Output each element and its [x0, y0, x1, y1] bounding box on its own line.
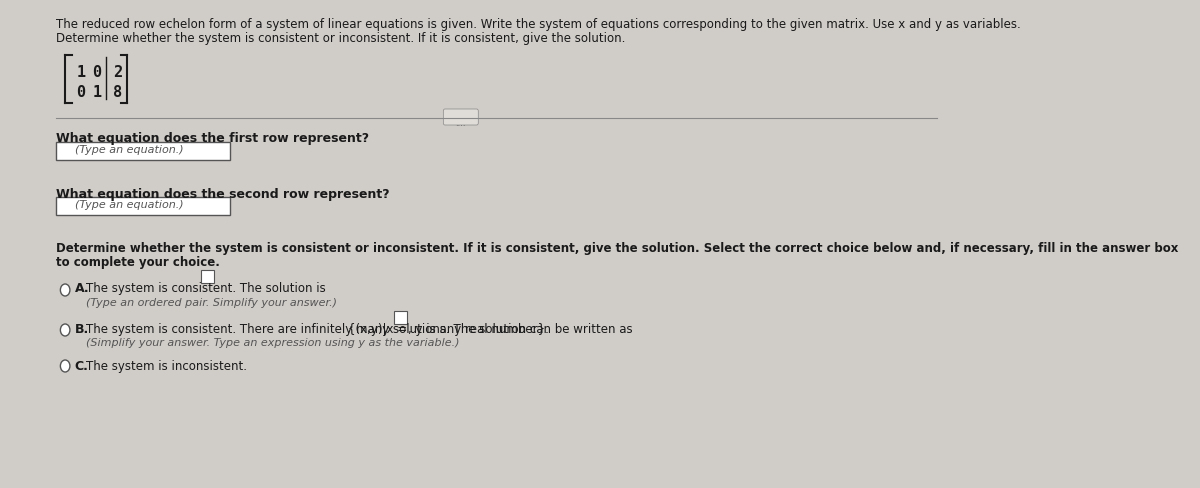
Text: What equation does the second row represent?: What equation does the second row repres…: [55, 188, 389, 201]
Text: (Type an equation.): (Type an equation.): [76, 145, 184, 155]
Text: ....: ....: [456, 119, 466, 128]
Text: (Type an ordered pair. Simplify your answer.): (Type an ordered pair. Simplify your ans…: [86, 298, 337, 308]
Text: The system is consistent. The solution is: The system is consistent. The solution i…: [86, 282, 325, 295]
Text: 0: 0: [92, 65, 101, 80]
Text: to complete your choice.: to complete your choice.: [55, 256, 220, 269]
Circle shape: [60, 324, 70, 336]
FancyBboxPatch shape: [55, 142, 230, 160]
Text: {(x,y)|x =: {(x,y)|x =: [348, 323, 407, 336]
FancyBboxPatch shape: [443, 109, 479, 125]
Text: Determine whether the system is consistent or inconsistent. If it is consistent,: Determine whether the system is consiste…: [55, 242, 1178, 255]
Text: 1: 1: [92, 85, 101, 100]
Text: , y is any real number}.: , y is any real number}.: [408, 323, 550, 336]
Text: 0: 0: [77, 85, 85, 100]
Text: The system is consistent. There are infinitely many solutions. The solution can : The system is consistent. There are infi…: [86, 323, 632, 336]
Text: A.: A.: [74, 282, 89, 295]
FancyBboxPatch shape: [202, 270, 214, 283]
Text: (Simplify your answer. Type an expression using y as the variable.): (Simplify your answer. Type an expressio…: [86, 338, 460, 348]
FancyBboxPatch shape: [394, 311, 407, 324]
Text: C.: C.: [74, 360, 89, 373]
FancyBboxPatch shape: [55, 197, 230, 215]
Text: What equation does the first row represent?: What equation does the first row represe…: [55, 132, 368, 145]
Text: (Type an equation.): (Type an equation.): [76, 200, 184, 210]
Text: The system is inconsistent.: The system is inconsistent.: [86, 360, 247, 373]
Text: B.: B.: [74, 323, 89, 336]
Text: 8: 8: [113, 85, 122, 100]
Text: 1: 1: [77, 65, 85, 80]
Text: The reduced row echelon form of a system of linear equations is given. Write the: The reduced row echelon form of a system…: [55, 18, 1020, 31]
Text: 2: 2: [113, 65, 122, 80]
Circle shape: [60, 284, 70, 296]
Text: Determine whether the system is consistent or inconsistent. If it is consistent,: Determine whether the system is consiste…: [55, 32, 625, 45]
Circle shape: [60, 360, 70, 372]
